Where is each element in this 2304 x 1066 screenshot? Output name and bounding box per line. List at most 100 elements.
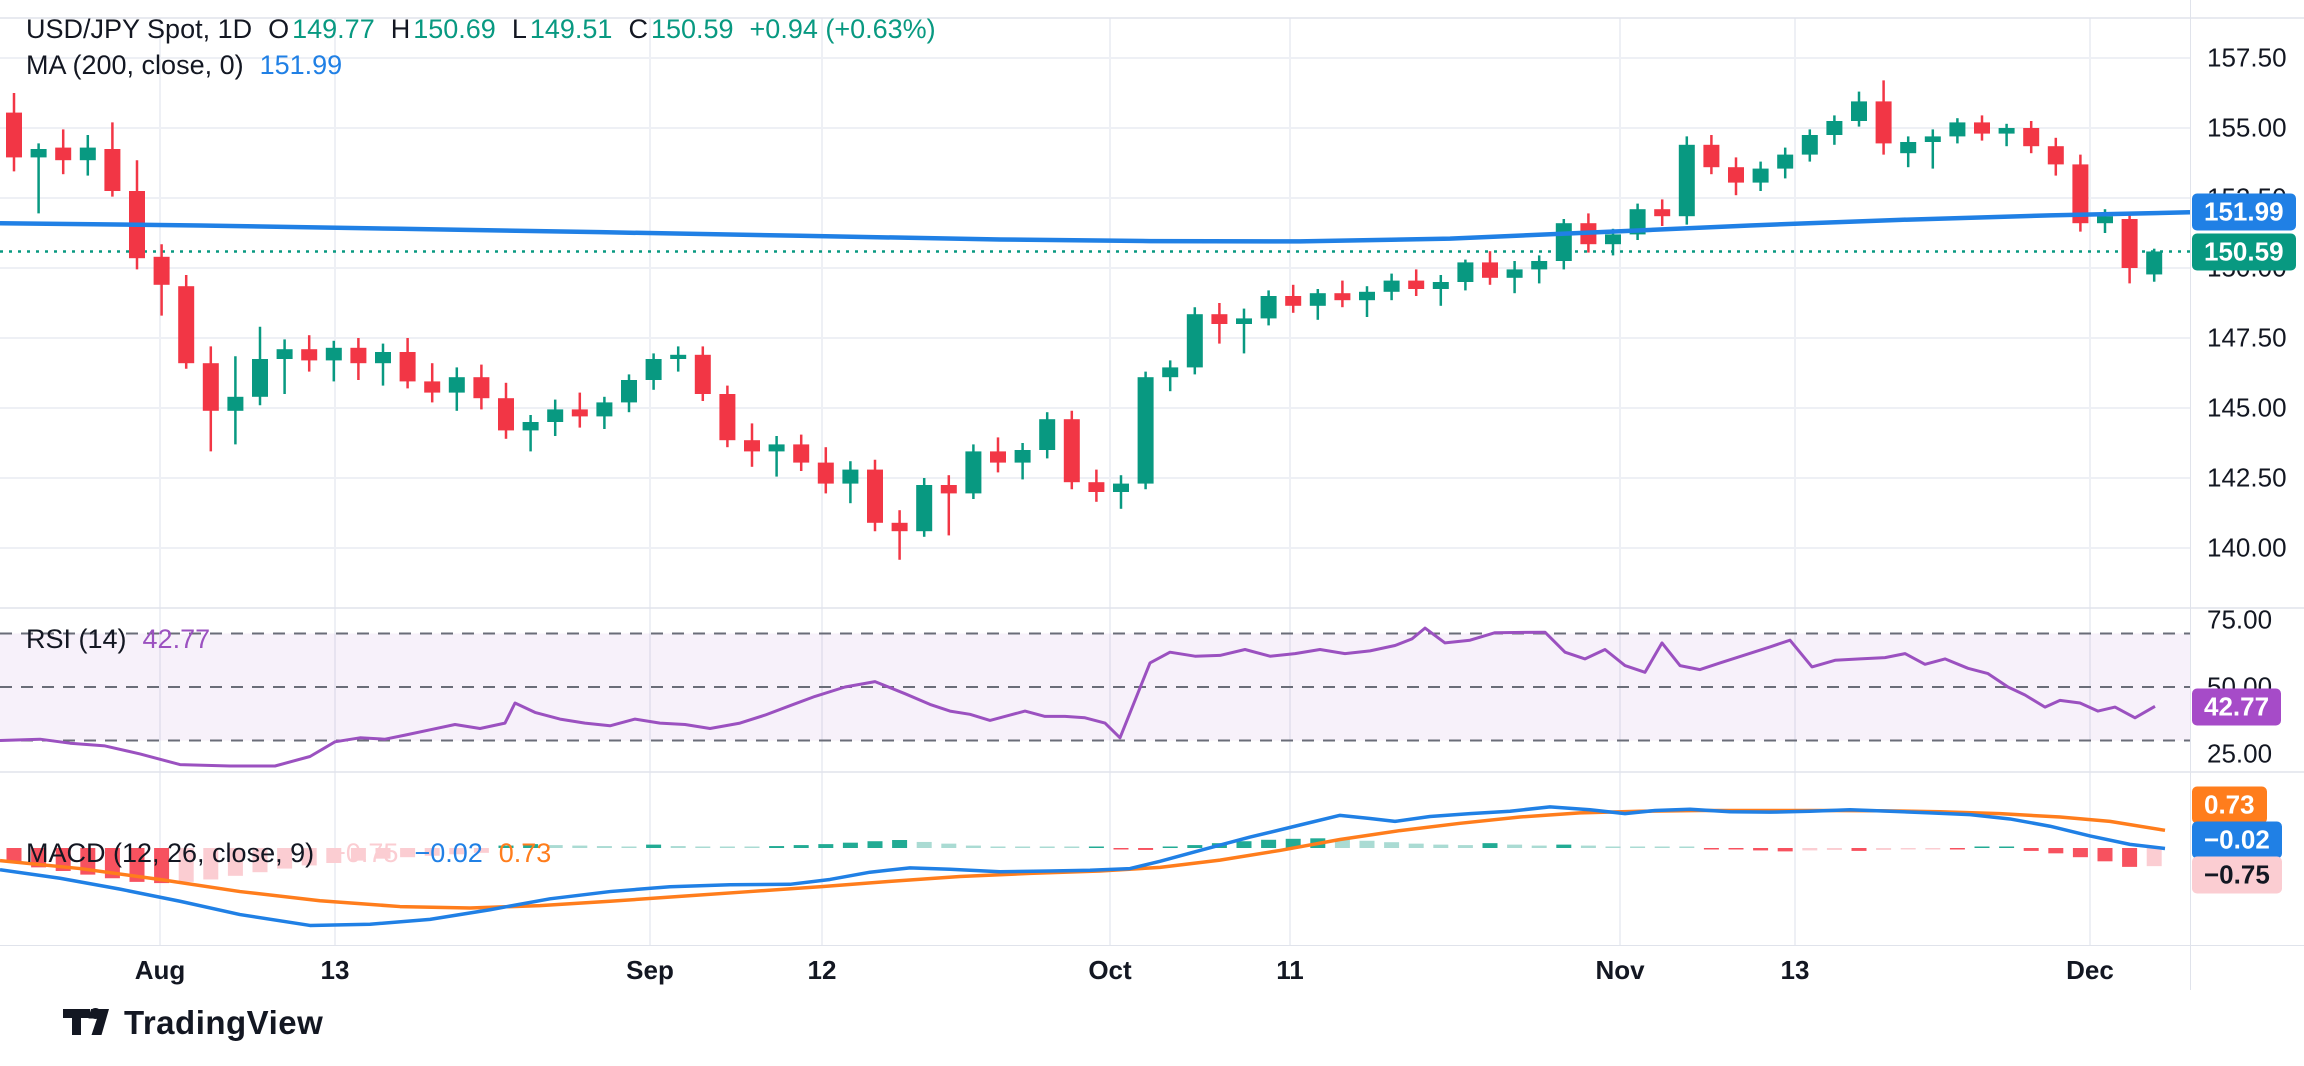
- candle-body: [1728, 167, 1744, 183]
- macd-hist-bar: [1015, 846, 1031, 848]
- candle-body: [1383, 280, 1400, 292]
- macd-hist-bar: [326, 848, 342, 864]
- candle-body: [79, 147, 96, 161]
- candle-body: [1113, 483, 1129, 492]
- macd-hist-bar: [1064, 846, 1080, 848]
- rsi-value: 42.77: [142, 624, 211, 654]
- candle-body: [1432, 282, 1449, 289]
- macd-hist-bar: [2048, 848, 2064, 854]
- last-price-badge: 150.59: [2192, 233, 2296, 271]
- macd-legend-row[interactable]: MACD (12, 26, close, 9) −0.75 −0.02 0.73: [26, 836, 551, 870]
- macd-hist-bar: [1531, 845, 1547, 848]
- candle-body: [1826, 121, 1843, 135]
- ma200-line: [0, 210, 2191, 244]
- ma-value-badge: 151.99: [2192, 193, 2296, 231]
- candle-body: [1875, 101, 1892, 144]
- macd-hist-bar: [1261, 839, 1277, 848]
- candle-body: [965, 451, 982, 494]
- rsi-legend-row[interactable]: RSI (14) 42.77: [26, 622, 210, 656]
- candle-body: [1014, 450, 1031, 463]
- macd-hist-bar: [916, 841, 932, 848]
- macd-hist-bar: [2097, 848, 2113, 862]
- ma-label: MA (200, close, 0): [26, 50, 244, 80]
- macd-hist-bar: [1654, 846, 1670, 848]
- time-tick-label: 13: [320, 955, 350, 985]
- macd-signal-badge: 0.73: [2192, 786, 2267, 824]
- time-tick-label: Sep: [626, 955, 674, 985]
- macd-hist-bar: [1359, 840, 1375, 848]
- candle-body: [1752, 168, 1769, 183]
- candle-body: [473, 377, 490, 399]
- macd-hist-bar: [1605, 846, 1621, 848]
- candle-body: [768, 444, 785, 452]
- macd-hist-bar: [1900, 848, 1916, 850]
- macd-hist-bar: [350, 848, 366, 861]
- macd-hist-bar: [1039, 846, 1055, 848]
- candle-body: [399, 352, 416, 382]
- macd-hist-bar: [1679, 846, 1695, 848]
- macd-hist-bar: [1999, 846, 2015, 848]
- macd-hist-bar: [2023, 848, 2039, 851]
- time-tick-label: 11: [1276, 955, 1304, 985]
- macd-hist-bar: [670, 846, 686, 848]
- macd-hist-bar: [400, 848, 416, 858]
- macd-hist-bar: [1457, 845, 1473, 848]
- candle-body: [1137, 377, 1154, 484]
- candle-body: [817, 462, 834, 484]
- candle-body: [1186, 314, 1203, 368]
- macd-hist-bar: [1482, 843, 1498, 848]
- rsi-tick-label: 75.00: [2207, 604, 2273, 635]
- macd-hist-bar: [1974, 846, 1990, 848]
- macd-hist-bar: [1826, 848, 1842, 850]
- macd-hist-bar: [2122, 848, 2138, 867]
- macd-hist-bar: [867, 841, 883, 848]
- macd-hist-bar: [424, 848, 440, 856]
- macd-hist-bar: [498, 845, 514, 848]
- candle-body: [1974, 122, 1990, 134]
- price-tick-label: 145.00: [2207, 392, 2287, 423]
- symbol-legend-row[interactable]: USD/JPY Spot, 1D O 149.77 H 150.69 L 149.51…: [26, 12, 936, 46]
- macd-hist-bar: [1408, 843, 1424, 848]
- candle-body: [719, 394, 736, 441]
- macd-hist-bar: [695, 846, 711, 848]
- candle-body: [916, 485, 933, 532]
- candle-body: [1555, 223, 1572, 261]
- macd-hist-bar: [1728, 848, 1744, 850]
- ohlc-high: H 150.69: [390, 14, 496, 44]
- macd-line-badge: −0.02: [2192, 821, 2282, 859]
- macd-hist-bar: [769, 846, 785, 848]
- time-tick-label: Nov: [1595, 955, 1645, 985]
- macd-hist-bar: [301, 848, 317, 866]
- macd-label: MACD (12, 26, close, 9): [26, 838, 315, 868]
- price-axis[interactable]: 157.50155.00152.50150.00147.50145.00142.…: [2190, 0, 2304, 990]
- macd-main-line: [0, 805, 2166, 928]
- candle-body: [1506, 269, 1523, 278]
- macd-hist-bar: [1507, 844, 1523, 848]
- macd-line-value: −0.02: [414, 838, 483, 868]
- ohlc-open: O 149.77: [268, 14, 375, 44]
- macd-hist-bar: [596, 846, 612, 848]
- rsi-line: [0, 626, 2156, 768]
- candle-body: [1924, 136, 1941, 142]
- macd-hist-bar: [523, 844, 539, 848]
- symbol-title: USD/JPY Spot, 1D: [26, 14, 253, 44]
- candle-body: [1851, 101, 1867, 121]
- ma-legend-row[interactable]: MA (200, close, 0) 151.99: [26, 48, 342, 82]
- macd-hist-bar: [1334, 839, 1350, 848]
- macd-hist-bar: [203, 848, 219, 880]
- tradingview-logo[interactable]: TradingView: [62, 1004, 323, 1042]
- time-axis[interactable]: Aug 13 Sep 12 Oct 11 Nov 13 Dec: [0, 945, 2304, 992]
- macd-hist-bar: [621, 846, 637, 848]
- tradingview-logo-icon: [63, 1008, 109, 1035]
- macd-hist-bar: [227, 848, 243, 876]
- macd-hist-bar: [1236, 841, 1252, 848]
- candle-body: [498, 398, 514, 431]
- candle-body: [448, 377, 465, 393]
- candle-body: [104, 149, 121, 191]
- candle-body: [1309, 293, 1326, 306]
- candle-body: [252, 359, 268, 397]
- candle-body: [424, 381, 441, 393]
- macd-hist-bar: [990, 846, 1006, 848]
- macd-hist-bar: [1162, 846, 1178, 848]
